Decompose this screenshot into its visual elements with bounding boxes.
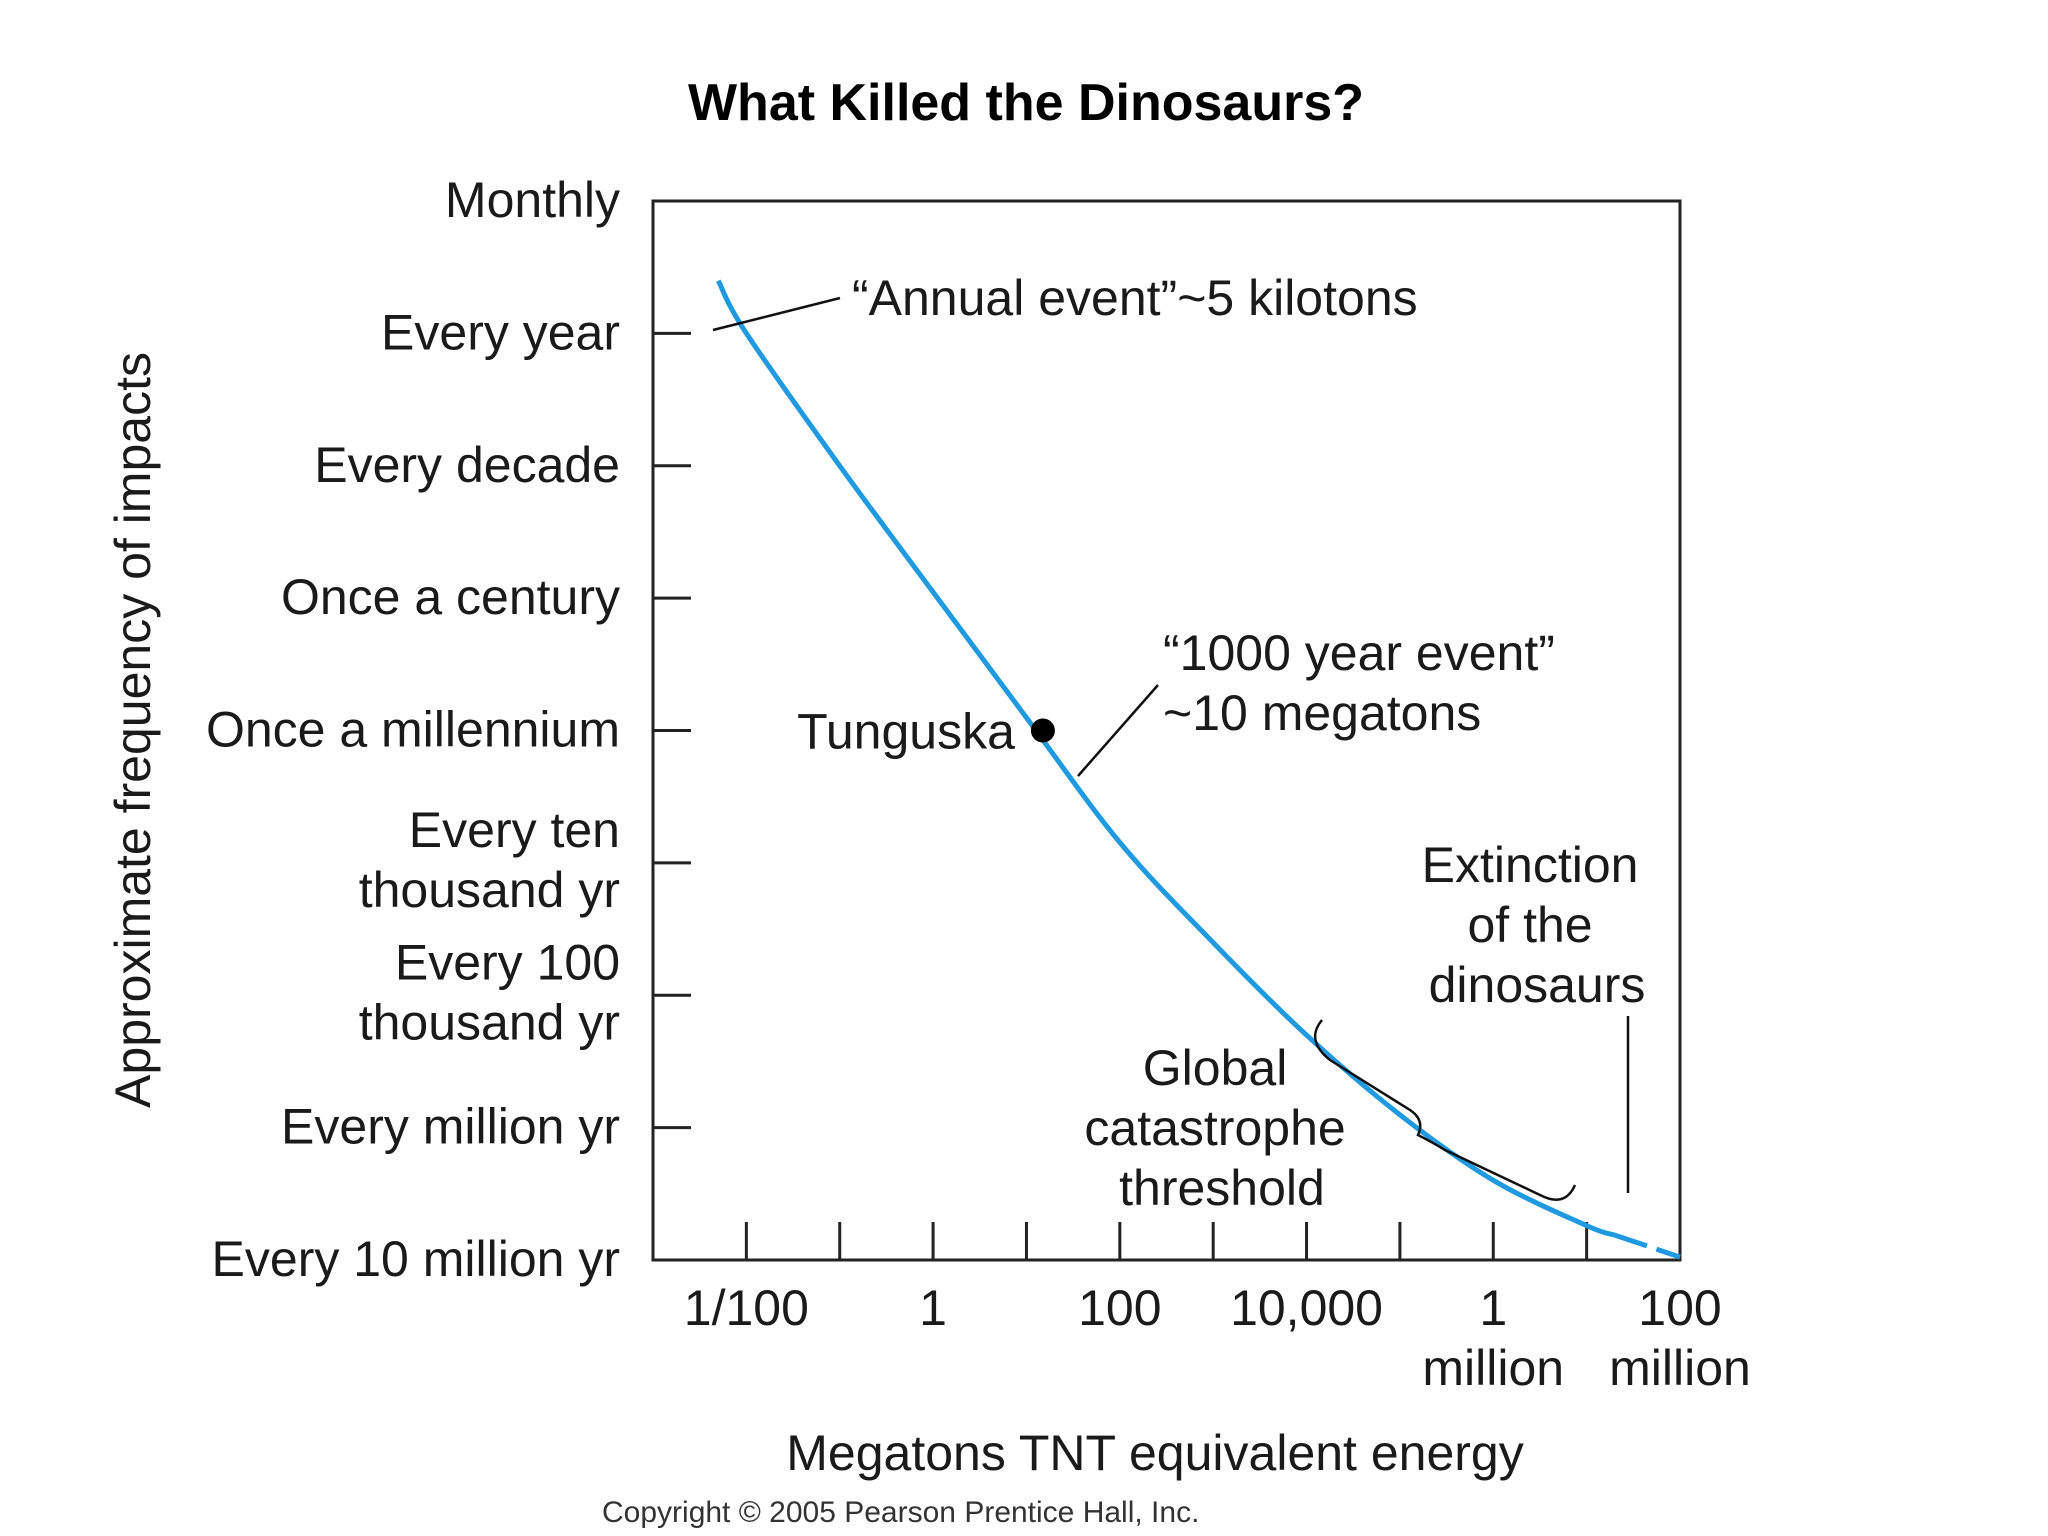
y-tick-label: Every 100 bbox=[395, 934, 620, 990]
annotation-thousand-year-line-2: ~10 megatons bbox=[1163, 685, 1481, 741]
x-tick-label: 1 bbox=[919, 1280, 947, 1336]
chart-title: What Killed the Dinosaurs? bbox=[688, 74, 1364, 132]
tunguska-label: Tunguska bbox=[797, 704, 1015, 760]
copyright: Copyright © 2005 Pearson Prentice Hall, … bbox=[602, 1496, 1199, 1529]
y-tick-label: Every ten bbox=[409, 802, 620, 858]
annotation-global-catastrophe: Global catastrophe threshold bbox=[1084, 1040, 1359, 1216]
series-layer: Tunguska bbox=[716, 279, 1681, 1260]
y-tick-label: Once a century bbox=[281, 569, 620, 625]
y-tick-label: Every decade bbox=[314, 437, 620, 493]
impact-frequency-curve bbox=[716, 279, 1616, 1238]
x-tick-label: 100 bbox=[1078, 1280, 1161, 1336]
annotation-global-line-2: catastrophe bbox=[1084, 1100, 1345, 1156]
annotations-layer bbox=[712, 296, 1630, 1201]
annotation-extinction-line-3: dinosaurs bbox=[1429, 957, 1646, 1013]
annotation-annual-event: “Annual event”~5 kilotons bbox=[852, 270, 1418, 326]
annotation-global-line-1: Global bbox=[1143, 1040, 1288, 1096]
tunguska-marker bbox=[1030, 718, 1055, 743]
annotation-global-line-3: threshold bbox=[1119, 1160, 1325, 1216]
x-axis-label: Megatons TNT equivalent energy bbox=[786, 1425, 1523, 1481]
x-tick-label: million bbox=[1609, 1340, 1751, 1396]
annotation-annual-event-line-1: “Annual event”~5 kilotons bbox=[852, 270, 1418, 326]
y-tick-label: Every 10 million yr bbox=[212, 1231, 620, 1287]
impact-frequency-curve-dashed bbox=[1613, 1232, 1681, 1260]
annotation-extinction-line-2: of the bbox=[1467, 897, 1592, 953]
annotation-extinction-line-1: Extinction bbox=[1422, 837, 1639, 893]
annual-event-leader bbox=[712, 296, 841, 332]
y-axis-label: Approximate frequency of impacts bbox=[105, 352, 161, 1108]
x-tick-label: million bbox=[1422, 1340, 1564, 1396]
y-axis-ticks: Monthly Every year Every decade Once a cent… bbox=[206, 172, 691, 1287]
annotation-thousand-year-line-1: “1000 year event” bbox=[1163, 625, 1555, 681]
x-tick-label: 1 bbox=[1479, 1280, 1507, 1336]
y-tick-label: thousand yr bbox=[359, 862, 620, 918]
y-tick-label: Every million yr bbox=[281, 1099, 620, 1155]
y-tick-label: Every year bbox=[381, 304, 620, 360]
y-tick-label: Once a millennium bbox=[206, 702, 620, 758]
thousand-year-leader bbox=[1077, 684, 1159, 777]
annotation-thousand-year-event: “1000 year event” ~10 megatons bbox=[1163, 625, 1569, 741]
x-tick-label: 10,000 bbox=[1230, 1280, 1383, 1336]
annotation-extinction: Extinction of the dinosaurs bbox=[1422, 837, 1653, 1013]
y-tick-label: Monthly bbox=[445, 172, 620, 228]
global-catastrophe-brace bbox=[1313, 1019, 1577, 1201]
x-tick-label: 1/100 bbox=[684, 1280, 809, 1336]
x-tick-label: 100 bbox=[1638, 1280, 1721, 1336]
y-tick-label: thousand yr bbox=[359, 994, 620, 1050]
